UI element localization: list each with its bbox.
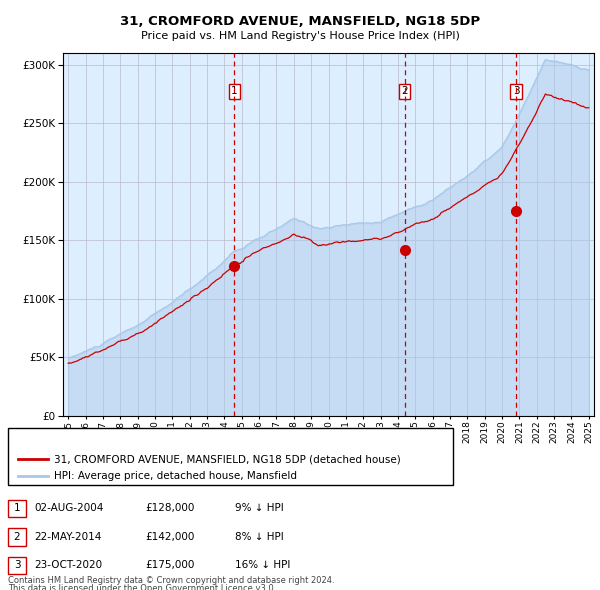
Text: 8% ↓ HPI: 8% ↓ HPI: [235, 532, 284, 542]
Text: £128,000: £128,000: [145, 503, 194, 513]
Text: 02-AUG-2004: 02-AUG-2004: [34, 503, 103, 513]
Text: 31, CROMFORD AVENUE, MANSFIELD, NG18 5DP (detached house): 31, CROMFORD AVENUE, MANSFIELD, NG18 5DP…: [54, 454, 401, 464]
Text: 9% ↓ HPI: 9% ↓ HPI: [235, 503, 284, 513]
Text: HPI: Average price, detached house, Mansfield: HPI: Average price, detached house, Mans…: [54, 471, 297, 481]
Bar: [8, 500, 26, 517]
Text: 1: 1: [231, 86, 238, 96]
Text: £142,000: £142,000: [145, 532, 194, 542]
Text: 31, CROMFORD AVENUE, MANSFIELD, NG18 5DP: 31, CROMFORD AVENUE, MANSFIELD, NG18 5DP: [120, 15, 480, 28]
Text: 22-MAY-2014: 22-MAY-2014: [34, 532, 101, 542]
Text: This data is licensed under the Open Government Licence v3.0.: This data is licensed under the Open Gov…: [8, 584, 277, 590]
Text: 2: 2: [14, 532, 20, 542]
Bar: [8, 556, 26, 574]
Text: 3: 3: [513, 86, 520, 96]
Bar: [8, 528, 26, 546]
Text: 3: 3: [14, 560, 20, 571]
Text: 2: 2: [401, 86, 408, 96]
Text: 16% ↓ HPI: 16% ↓ HPI: [235, 560, 290, 571]
Bar: [8, 428, 453, 485]
Text: Price paid vs. HM Land Registry's House Price Index (HPI): Price paid vs. HM Land Registry's House …: [140, 31, 460, 41]
Text: 1: 1: [14, 503, 20, 513]
Text: £175,000: £175,000: [145, 560, 194, 571]
Text: 23-OCT-2020: 23-OCT-2020: [34, 560, 102, 571]
Text: Contains HM Land Registry data © Crown copyright and database right 2024.: Contains HM Land Registry data © Crown c…: [8, 576, 335, 585]
